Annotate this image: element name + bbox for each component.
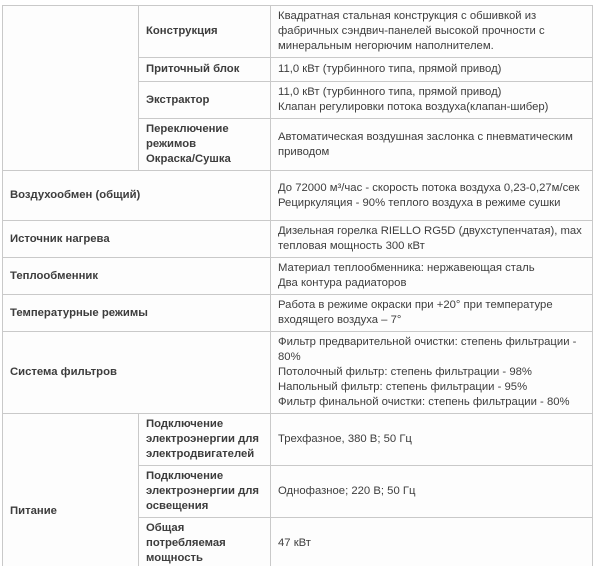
spec-label-cell: Теплообменник (2, 257, 271, 295)
table-row: Подключение электроэнергии для освещения… (3, 465, 593, 518)
spec-label-cell: Переключение режимов Окраска/Сушка (138, 118, 271, 171)
spec-label-cell: Общая потребляемая мощность (138, 517, 271, 566)
spec-value-cell: 11,0 кВт (турбинного типа, прямой привод… (270, 57, 593, 82)
table-row: Общая потребляемая мощность 47 кВт (3, 517, 593, 566)
spec-label-cell: Приточный блок (138, 57, 271, 82)
table-row: Воздухообмен (общий) До 72000 м³/час - с… (2, 170, 593, 221)
table-row: Переключение режимов Окраска/Сушка Автом… (3, 118, 593, 171)
spec-label-cell: Подключение электроэнергии для электродв… (138, 413, 271, 466)
spec-value-cell: До 72000 м³/час - скорость потока воздух… (270, 170, 593, 221)
table-row: Питание Подключение электроэнергии для э… (2, 413, 593, 566)
spec-label-cell: Конструкция (138, 5, 271, 58)
spec-value-cell: 11,0 кВт (турбинного типа, прямой привод… (270, 81, 593, 119)
spec-value-cell: 47 кВт (270, 517, 593, 566)
spec-label-cell: Источник нагрева (2, 220, 271, 258)
table-row: Температурные режимы Работа в режиме окр… (2, 294, 593, 332)
spec-label-cell: Температурные режимы (2, 294, 271, 332)
table-row: Теплообменник Материал теплообменника: н… (2, 257, 593, 295)
group-label-cell-empty (2, 5, 139, 171)
spec-value-cell: Автоматическая воздушная заслонка с пнев… (270, 118, 593, 171)
spec-label-cell: Подключение электроэнергии для освещения (138, 465, 271, 518)
spec-value-cell: Однофазное; 220 В; 50 Гц (270, 465, 593, 518)
spec-label-cell: Воздухообмен (общий) (2, 170, 271, 221)
group-label-cell-power: Питание (2, 413, 139, 566)
spec-label-cell: Система фильтров (2, 331, 271, 414)
spec-label-cell: Экстрактор (138, 81, 271, 119)
spec-value-cell: Фильтр предварительной очистки: степень … (270, 331, 593, 414)
spec-value-cell: Материал теплообменника: нержавеющая ста… (270, 257, 593, 295)
spec-value-cell: Работа в режиме окраски при +20° при тем… (270, 294, 593, 332)
table-row: Приточный блок 11,0 кВт (турбинного типа… (3, 57, 593, 82)
spec-value-cell: Квадратная стальная конструкция с обшивк… (270, 5, 593, 58)
table-row: Конструкция Квадратная стальная конструк… (2, 5, 593, 171)
table-row: Система фильтров Фильтр предварительной … (2, 331, 593, 414)
spec-value-cell: Дизельная горелка RIELLO RG5D (двухступе… (270, 220, 593, 258)
spec-table: Конструкция Квадратная стальная конструк… (2, 5, 593, 566)
spec-value-cell: Трехфазное, 380 В; 50 Гц (270, 413, 593, 466)
table-row: Источник нагрева Дизельная горелка RIELL… (2, 220, 593, 258)
